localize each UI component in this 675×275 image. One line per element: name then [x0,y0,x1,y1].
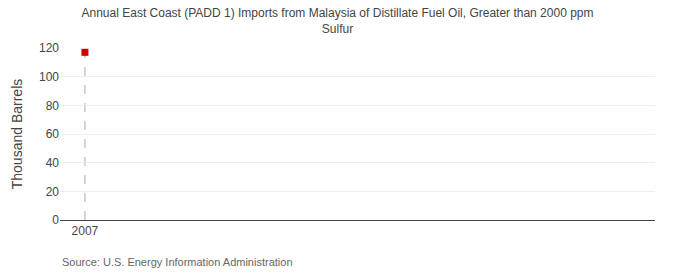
svg-text:Thousand Barrels: Thousand Barrels [9,79,25,190]
svg-text:100: 100 [39,70,59,84]
svg-text:60: 60 [46,127,60,141]
svg-text:40: 40 [46,156,60,170]
svg-text:2007: 2007 [72,224,99,238]
svg-text:Annual East Coast (PADD 1) Imp: Annual East Coast (PADD 1) Imports from … [82,6,594,36]
svg-text:120: 120 [39,41,59,55]
svg-text:0: 0 [52,213,59,227]
svg-text:Source: U.S. Energy Informatio: Source: U.S. Energy Information Administ… [62,256,293,268]
svg-text:20: 20 [46,185,60,199]
svg-text:80: 80 [46,99,60,113]
